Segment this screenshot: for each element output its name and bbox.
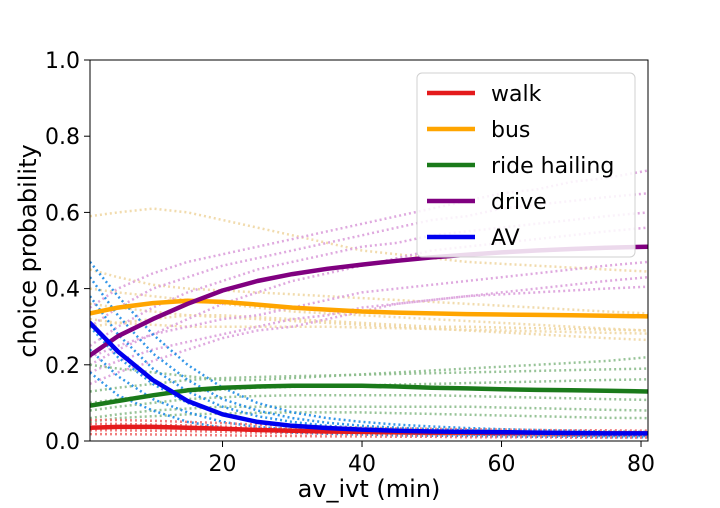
background-line-3-0	[90, 261, 648, 434]
background-line-4-0	[90, 418, 648, 432]
axis-layer: 20 40 60 80 0.0 0.2 0.4 0.6 0.8 1.0	[45, 49, 655, 477]
background-line-3-5	[90, 371, 648, 439]
background-line-2-5	[90, 411, 648, 424]
plot-frame	[89, 59, 649, 442]
background-line-0-0	[90, 207, 648, 273]
background-line-2-1	[90, 367, 648, 393]
legend-label-bus: bus	[491, 118, 530, 143]
y-tick-label: 0.2	[45, 354, 80, 379]
y-tick-label: 0.4	[45, 278, 80, 303]
series-line-av	[90, 320, 648, 436]
y-tick-label: 0.0	[45, 430, 80, 455]
legend-label-av: AV	[491, 226, 520, 251]
background-line-0-5	[90, 314, 648, 332]
x-tick-label: 80	[627, 452, 655, 477]
background-line-2-3	[90, 394, 648, 412]
background-line-3-4	[90, 348, 648, 438]
y-tick-label: 0.6	[45, 201, 80, 226]
series-line-bus	[90, 298, 648, 319]
x-tick-label: 20	[209, 452, 237, 477]
background-line-4-1	[90, 422, 648, 434]
x-axis-label: av_ivt (min)	[298, 475, 441, 503]
legend-box	[416, 72, 636, 258]
legend-label-drive: drive	[491, 190, 547, 215]
x-tick-label: 60	[488, 452, 516, 477]
background-line-2-0	[90, 355, 648, 382]
background-line-4-3	[90, 432, 648, 439]
background-line-4-2	[90, 429, 648, 437]
background-line-0-2	[90, 287, 648, 332]
y-tick-label: 0.8	[45, 125, 80, 150]
background-line-0-1	[90, 268, 648, 315]
background-line-0-4	[90, 317, 648, 335]
y-axis-label: choice probability	[14, 144, 42, 357]
y-tick-label: 1.0	[45, 49, 80, 74]
main-series-layer	[90, 244, 648, 436]
legend-label-walk: walk	[491, 82, 542, 107]
background-line-0-3	[90, 302, 648, 342]
series-line-ride-hailing	[90, 383, 648, 408]
x-tick-label: 40	[348, 452, 376, 477]
legend: walk bus ride hailing drive AV	[416, 72, 636, 258]
legend-label-ride-hailing: ride hailing	[491, 154, 614, 179]
background-line-1-5	[90, 275, 648, 374]
background-line-1-4	[90, 260, 648, 359]
